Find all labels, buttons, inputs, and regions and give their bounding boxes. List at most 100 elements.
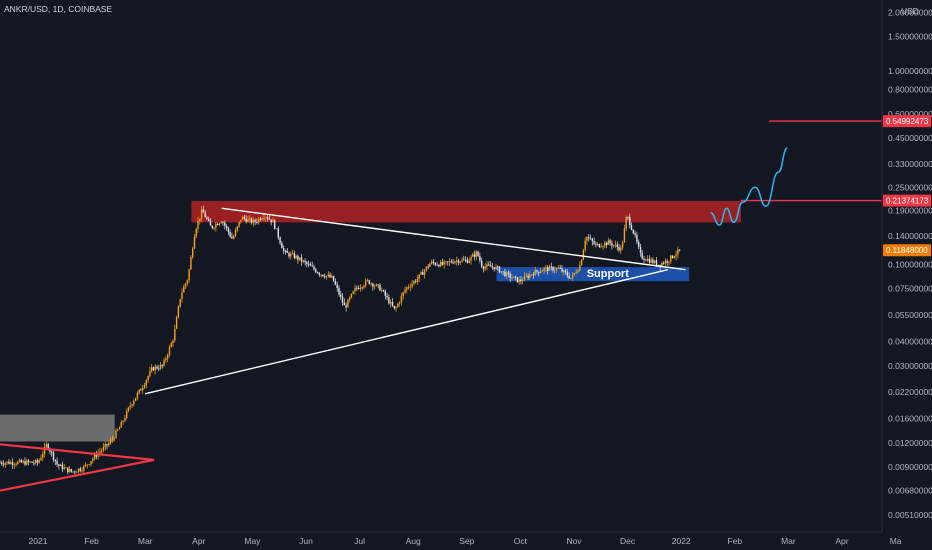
- candle: [489, 261, 492, 267]
- candle-body: [613, 245, 615, 246]
- candle-body: [361, 287, 363, 289]
- candle-body: [22, 461, 24, 463]
- candle-body: [370, 283, 372, 285]
- candle-body: [179, 299, 181, 307]
- candle: [349, 296, 351, 303]
- candle: [390, 299, 392, 308]
- candle-body: [632, 229, 634, 234]
- candle: [51, 450, 53, 457]
- candle: [602, 245, 604, 250]
- candle-body: [559, 268, 561, 269]
- candle-body: [95, 454, 97, 457]
- early-triangle-upper: [0, 443, 155, 461]
- candle: [464, 256, 467, 263]
- candle: [195, 227, 197, 239]
- candle-body: [133, 400, 135, 405]
- candle: [630, 222, 633, 231]
- candle: [247, 215, 249, 223]
- candle-body: [204, 212, 206, 218]
- candle-body: [213, 227, 215, 229]
- candle: [211, 225, 213, 230]
- candle: [324, 273, 326, 279]
- candle: [86, 464, 89, 469]
- candle: [616, 241, 618, 251]
- candle: [473, 250, 476, 261]
- candle-body: [222, 222, 224, 223]
- candle-body: [554, 270, 556, 271]
- candle-body: [509, 273, 511, 278]
- candle-body: [543, 268, 545, 271]
- candle-body: [113, 438, 115, 439]
- candle: [573, 272, 576, 276]
- candle: [398, 301, 401, 307]
- candle: [161, 364, 163, 369]
- candle: [452, 258, 454, 265]
- candle-body: [184, 283, 187, 287]
- candle-body: [136, 393, 139, 398]
- candle: [411, 280, 413, 289]
- candle: [643, 255, 645, 264]
- candle-body: [150, 367, 153, 371]
- candle: [22, 459, 24, 464]
- candle: [307, 260, 310, 268]
- candle-body: [423, 270, 426, 275]
- candle: [188, 268, 190, 283]
- candle: [245, 215, 247, 224]
- candle: [598, 243, 601, 248]
- y-tick-label: 0.02200000: [888, 387, 932, 397]
- candle-body: [265, 217, 267, 219]
- candle: [102, 443, 105, 453]
- candle-body: [99, 451, 101, 453]
- candle-body: [306, 262, 308, 264]
- candle-body: [629, 217, 631, 226]
- candle: [256, 218, 258, 225]
- candle-body: [675, 254, 677, 257]
- candle-body: [74, 471, 76, 473]
- candle: [530, 274, 533, 277]
- candle: [197, 217, 199, 233]
- candle: [10, 460, 12, 465]
- candle-body: [616, 244, 618, 247]
- candle-body: [15, 464, 17, 465]
- candle: [648, 255, 651, 264]
- candle: [309, 261, 312, 266]
- candle: [158, 364, 160, 372]
- candle-body: [634, 233, 636, 235]
- candle-body: [124, 418, 126, 422]
- candle: [15, 462, 17, 467]
- candle: [88, 463, 90, 466]
- candle: [373, 284, 376, 290]
- candle: [675, 250, 677, 261]
- candle-body: [108, 443, 110, 446]
- candle-body: [167, 355, 169, 359]
- candle: [224, 220, 226, 230]
- time-axis[interactable]: 2021 Feb Mar Apr May Jun Jul Aug Sep Oct Nov Dec 202…: [0, 531, 902, 546]
- candle-body: [238, 221, 240, 227]
- candle-body: [51, 451, 53, 453]
- candle: [504, 268, 506, 277]
- price-axis[interactable]: 2.00000000 1.50000000 1.00000000 0.80000000…: [881, 0, 932, 550]
- candle: [140, 388, 142, 391]
- candle-body: [127, 407, 130, 411]
- candle: [77, 468, 80, 474]
- candle: [404, 286, 406, 295]
- candle: [361, 286, 363, 291]
- candle-body: [140, 389, 142, 391]
- candle: [506, 271, 508, 280]
- candle: [179, 298, 181, 308]
- candle-body: [459, 261, 461, 263]
- candle: [525, 272, 527, 277]
- candle: [625, 215, 627, 232]
- candle-body: [261, 218, 263, 220]
- candle-body: [324, 276, 326, 278]
- candle-body: [43, 446, 46, 454]
- candle: [249, 215, 251, 223]
- candle-body: [416, 278, 419, 282]
- candle-body: [470, 256, 472, 261]
- candle-body: [47, 444, 49, 450]
- candle: [302, 259, 304, 264]
- candle-body: [582, 250, 585, 260]
- candle: [111, 435, 114, 443]
- candle: [545, 264, 547, 273]
